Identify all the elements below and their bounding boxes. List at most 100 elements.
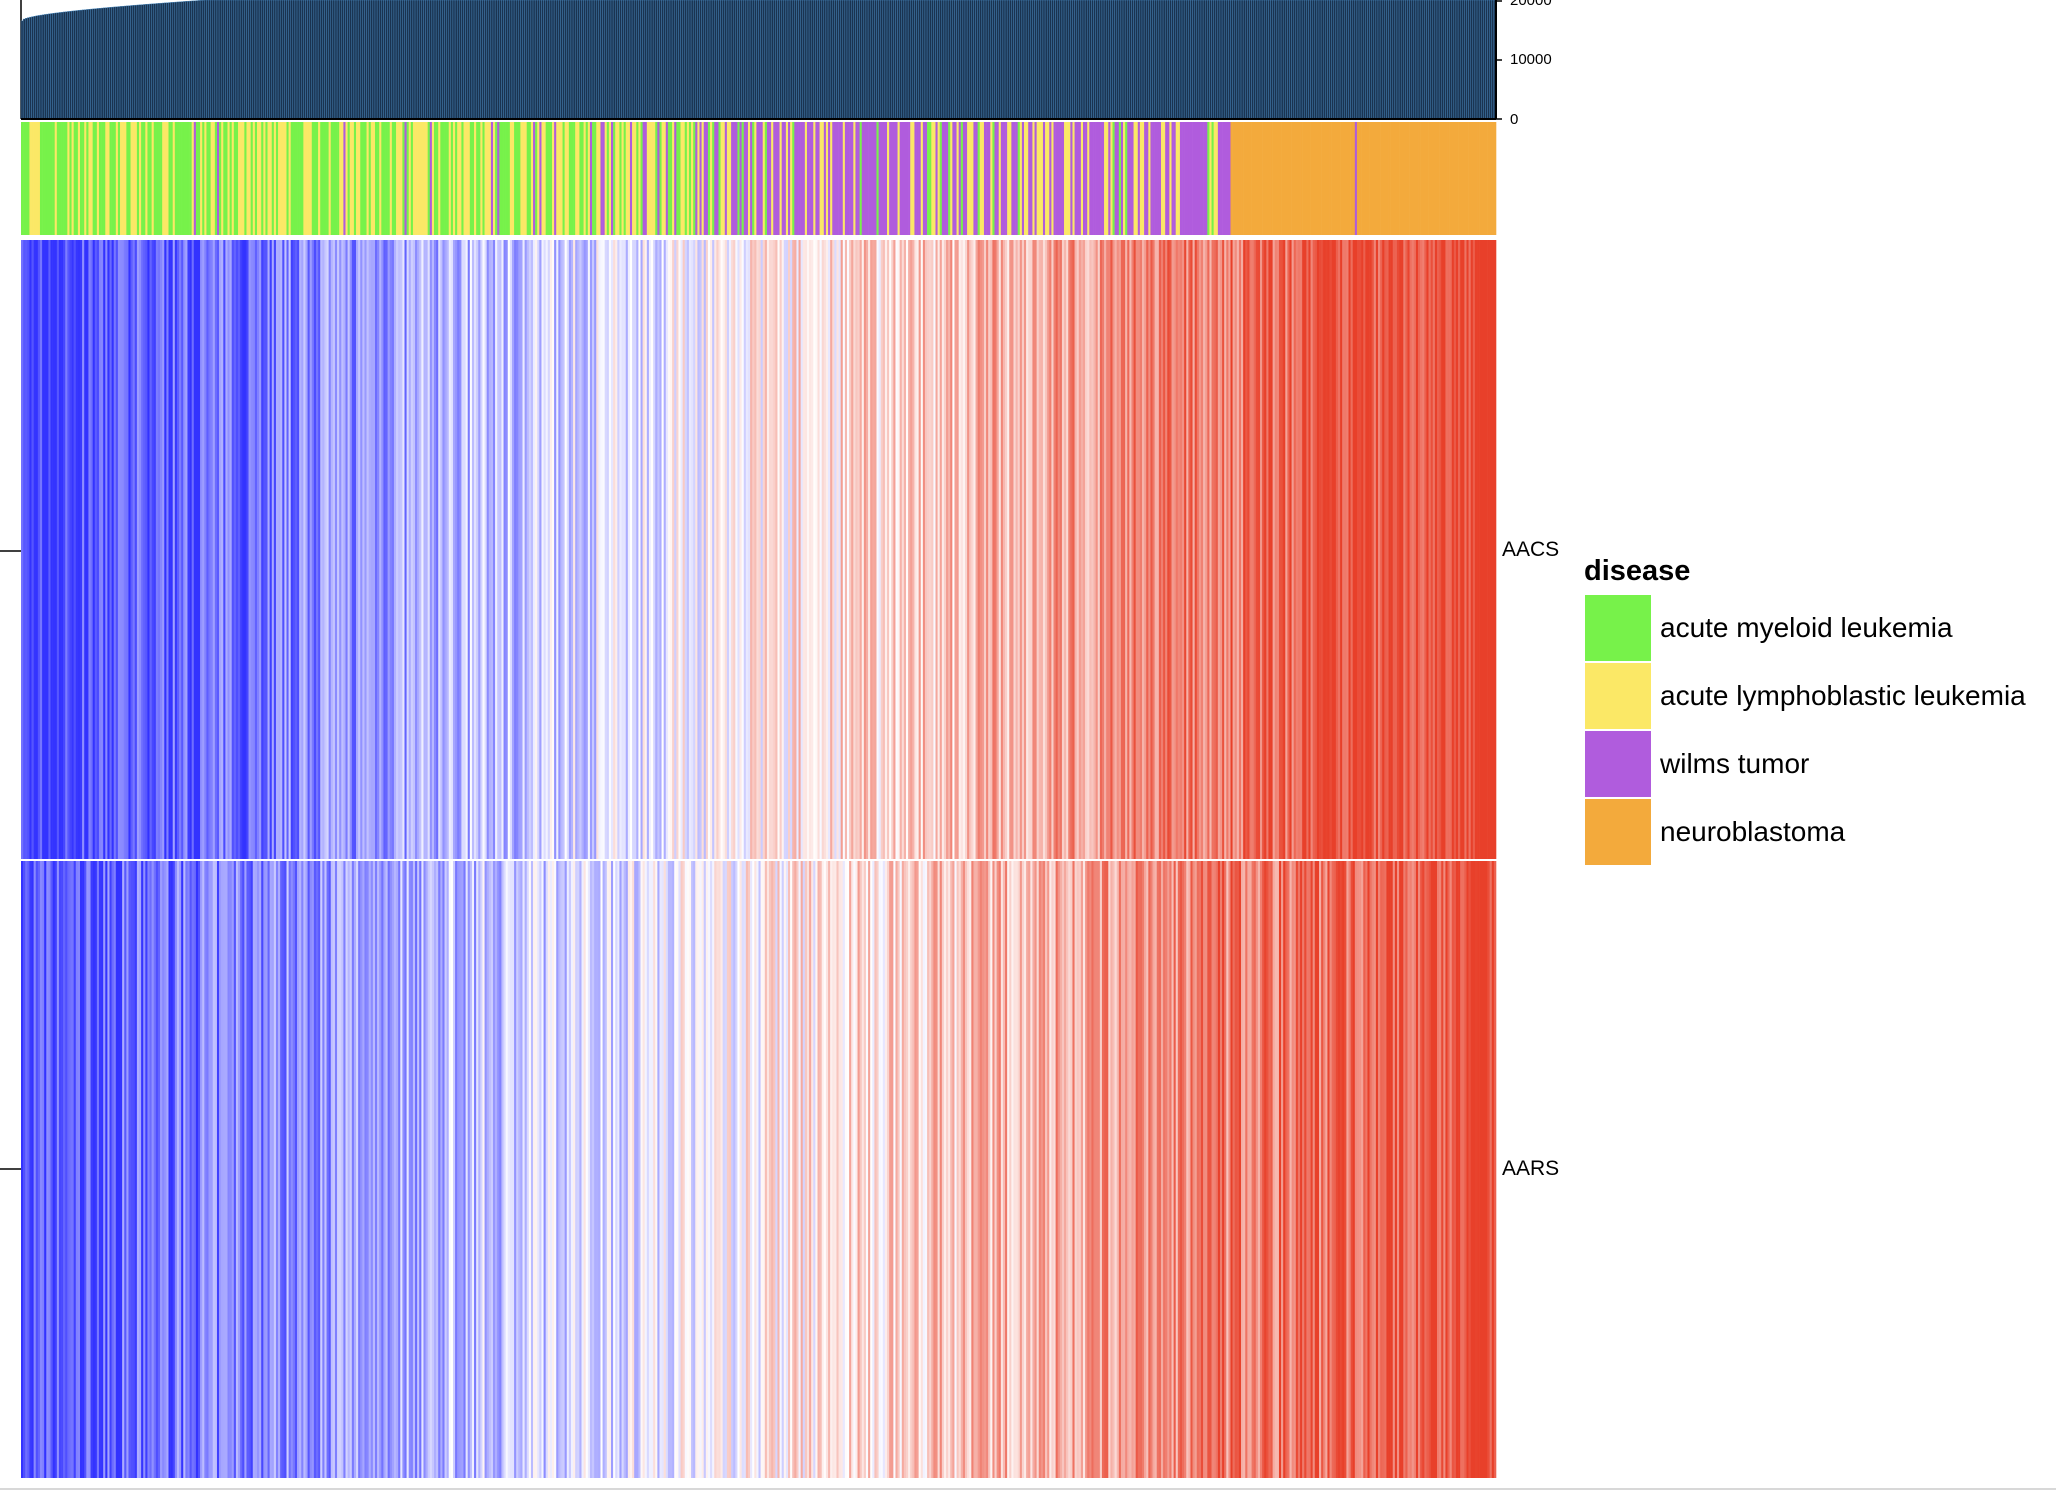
heatmap-cell-aacs [320, 240, 323, 859]
heatmap-cell-aars [461, 861, 464, 1478]
sample-bar [730, 0, 734, 120]
sample-bar [35, 15, 39, 120]
sample-bar [1049, 0, 1052, 120]
heatmap-cell-aars [992, 861, 995, 1478]
disease-annotation-cell [1474, 122, 1478, 235]
heatmap-cell-aacs [84, 240, 87, 859]
sample-bar [288, 0, 291, 120]
heatmap-cell-aacs [830, 240, 833, 859]
disease-annotation-cell [358, 122, 361, 235]
heatmap-cell-aacs [1123, 240, 1126, 859]
disease-annotation-cell [193, 122, 197, 235]
heatmap-cell-aacs [132, 240, 136, 859]
disease-annotation-cell [589, 122, 593, 235]
heatmap-cell-aacs [779, 240, 782, 859]
disease-annotation-cell [627, 122, 631, 235]
disease-annotation-cell [153, 122, 157, 235]
sample-bar [800, 0, 803, 120]
heatmap-cell-aacs [1080, 240, 1084, 859]
heatmap-cell-aars [193, 861, 197, 1478]
sample-bar [374, 0, 378, 120]
heatmap-cell-aacs [1085, 240, 1088, 859]
heatmap-cell-aacs [360, 240, 363, 859]
sample-bar [168, 2, 171, 120]
disease-annotation-cell [1426, 122, 1429, 235]
sample-bar [1080, 0, 1084, 120]
disease-annotation-cell [1319, 122, 1322, 235]
heatmap-cell-aacs [729, 240, 732, 859]
heatmap-cell-aars [160, 861, 163, 1478]
heatmap-cell-aacs [1472, 240, 1476, 859]
disease-annotation-cell [1207, 122, 1210, 235]
heatmap-cell-aars [1129, 861, 1132, 1478]
sample-bar [716, 0, 719, 120]
heatmap-cell-aacs [842, 240, 846, 859]
heatmap-cell-aacs [1011, 240, 1014, 859]
disease-annotation-cell [181, 122, 184, 235]
heatmap-cell-aacs [372, 240, 376, 859]
sample-bar [210, 0, 213, 120]
heatmap-cell-aacs [1148, 240, 1151, 859]
heatmap-cell-aacs [988, 240, 991, 859]
sample-bar [505, 0, 508, 120]
heatmap-cell-aars [446, 861, 450, 1478]
heatmap-cell-aars [1439, 861, 1442, 1478]
disease-annotation-cell [88, 122, 91, 235]
heatmap-cell-aacs [901, 240, 905, 859]
heatmap-cell-aacs [611, 240, 614, 859]
heatmap-cell-aacs [598, 240, 601, 859]
heatmap-cell-aacs [828, 240, 831, 859]
disease-annotation-cell [927, 122, 930, 235]
heatmap-cell-aacs [1321, 240, 1324, 859]
sample-bar [98, 8, 102, 120]
disease-annotation-cell [705, 122, 709, 235]
sample-bar [96, 8, 100, 120]
heatmap-cell-aars [444, 861, 447, 1478]
disease-annotation-cell [1108, 122, 1111, 235]
sample-bar [140, 4, 144, 120]
heatmap-cell-aars [257, 861, 260, 1478]
disease-annotation-cell [457, 122, 460, 235]
disease-annotation-cell [1394, 122, 1398, 235]
disease-annotation-cell [1091, 122, 1094, 235]
heatmap-cell-aars [1422, 861, 1425, 1478]
sample-bar [1236, 0, 1240, 120]
sample-bar [1046, 0, 1050, 120]
sample-bar [442, 0, 445, 120]
sample-bar [448, 0, 452, 120]
heatmap-cell-aars [1222, 861, 1225, 1478]
heatmap-cell-aars [1095, 861, 1099, 1478]
sample-bar [844, 0, 848, 120]
disease-annotation-cell [1222, 122, 1225, 235]
disease-annotation-cell [1327, 122, 1330, 235]
disease-annotation-cell [33, 122, 37, 235]
heatmap-cell-aars [61, 861, 64, 1478]
sample-bar [558, 0, 561, 120]
sample-bar [888, 0, 892, 120]
heatmap-cell-aars [120, 861, 123, 1478]
disease-annotation-cell [1106, 122, 1109, 235]
sample-bar [1116, 0, 1120, 120]
heatmap-cell-aacs [621, 240, 624, 859]
heatmap-cell-aars [1021, 861, 1025, 1478]
sample-bar [1156, 0, 1160, 120]
sample-bar [1196, 0, 1200, 120]
heatmap-cell-aars [1213, 861, 1217, 1478]
sample-bar [298, 0, 302, 120]
heatmap-cell-aars [1236, 861, 1240, 1478]
disease-annotation-cell [724, 122, 728, 235]
heatmap-cell-aacs [809, 240, 812, 859]
sample-bar [416, 0, 420, 120]
sample-bar [629, 0, 633, 120]
disease-annotation-cell [707, 122, 711, 235]
sample-bar [524, 0, 527, 120]
heatmap-cell-aacs [965, 240, 968, 859]
heatmap-cell-aacs [562, 240, 565, 859]
sample-bar [334, 0, 338, 120]
sample-bar [1205, 0, 1208, 120]
heatmap-cell-aacs [629, 240, 633, 859]
sample-bar [633, 0, 637, 120]
heatmap-cell-aacs [564, 240, 568, 859]
disease-annotation-cell [297, 122, 300, 235]
sample-bar [27, 17, 30, 120]
